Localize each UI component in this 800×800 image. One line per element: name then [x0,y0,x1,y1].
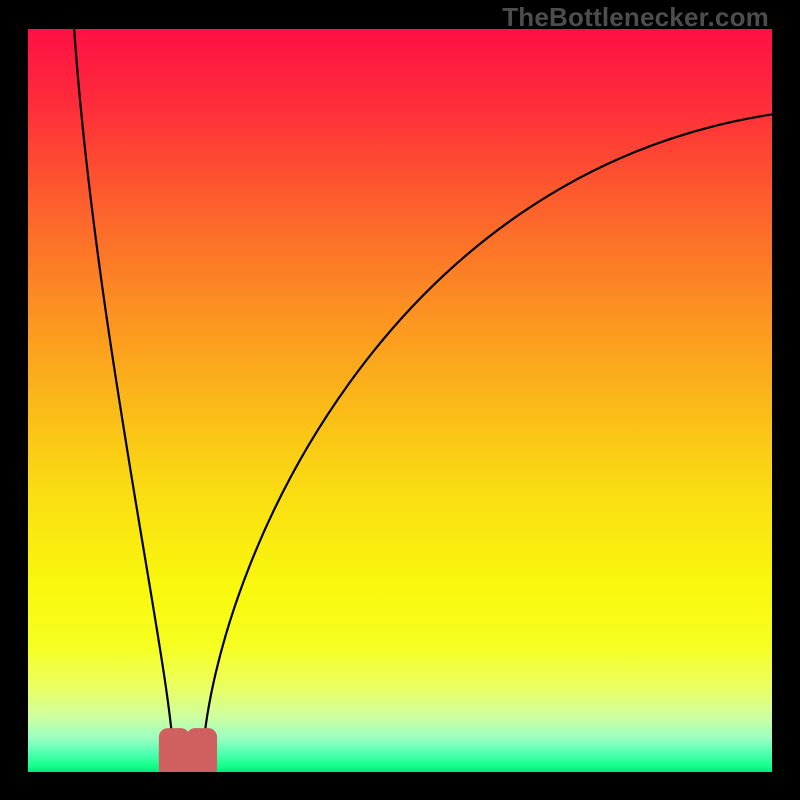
vertex-marker [168,737,208,767]
plot-area [28,29,772,772]
watermark-text: TheBottlenecker.com [502,2,769,33]
chart-svg [28,29,772,772]
gradient-background [28,29,772,772]
chart-frame [0,0,800,800]
